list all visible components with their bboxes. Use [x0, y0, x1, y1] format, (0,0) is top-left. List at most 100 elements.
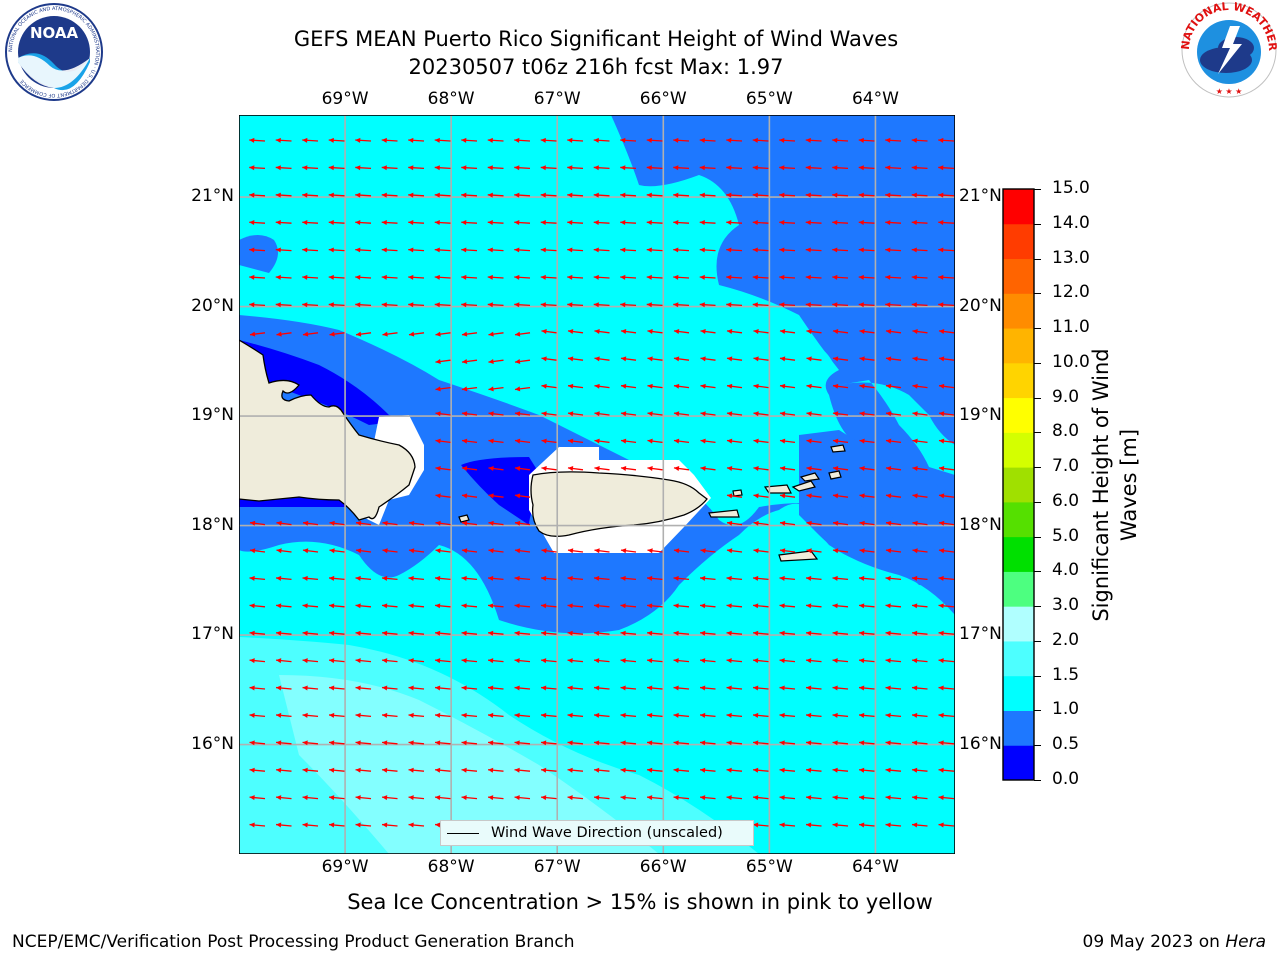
wave-direction-arrowhead [700, 438, 706, 444]
wave-direction-arrowhead [302, 685, 308, 691]
wave-direction-arrowhead [911, 274, 917, 280]
wave-direction-arrowhead [752, 247, 758, 253]
wave-direction-arrowhead [541, 630, 547, 636]
wave-direction-arrowhead [382, 712, 388, 718]
wave-direction-arrowhead [699, 165, 705, 171]
wave-direction-arrowhead [858, 137, 864, 143]
wave-direction-arrowhead [832, 438, 839, 444]
colorbar-tick-label: 3.0 [1052, 595, 1080, 616]
wave-direction-arrowhead [434, 165, 440, 171]
wave-direction-arrowhead [620, 548, 627, 554]
wave-direction-arrowhead [408, 795, 414, 801]
wave-direction-arrowhead [885, 740, 891, 746]
wave-direction-arrowhead [753, 411, 759, 417]
wave-direction-arrowhead [885, 685, 891, 691]
wave-direction-arrowhead [806, 356, 812, 362]
wave-direction-arrowhead [647, 685, 653, 691]
wave-direction-arrowhead [832, 658, 838, 664]
wave-direction-arrowhead [859, 548, 865, 554]
wave-direction-arrowhead [355, 767, 361, 773]
nws-logo: NATIONAL WEATHER SERVICE ★ ★ ★ [1178, 0, 1279, 98]
wave-direction-arrowhead [700, 795, 706, 801]
wave-direction-arrowhead [806, 438, 812, 444]
colorbar-tick-label: 14.0 [1052, 212, 1090, 233]
wave-direction-arrowhead [302, 548, 309, 554]
wave-direction-arrowhead [567, 274, 573, 280]
wave-direction-arrowhead [699, 274, 705, 280]
wave-direction-arrowhead [726, 493, 733, 499]
wave-direction-arrowhead [859, 740, 865, 746]
wave-direction-arrowhead [699, 302, 705, 308]
wave-direction-arrowhead [938, 383, 945, 389]
wave-direction-arrowhead [832, 603, 838, 609]
wave-direction-arrowhead [911, 137, 917, 143]
plot-title: GEFS MEAN Puerto Rico Significant Height… [293, 27, 899, 51]
wave-direction-arrowhead [593, 192, 599, 198]
wave-direction-arrowhead [435, 740, 441, 746]
wave-direction-arrowhead [912, 795, 918, 801]
wave-direction-arrowhead [752, 192, 758, 198]
wave-direction-arrowhead [752, 274, 758, 280]
wave-direction-arrowhead [806, 795, 812, 801]
wave-direction-arrowhead [832, 712, 838, 718]
wave-direction-arrowhead [646, 274, 652, 280]
wave-direction-arrowhead [832, 767, 838, 773]
wave-direction-arrowhead [753, 712, 759, 718]
colorbar-tick-mark [1034, 780, 1041, 781]
wave-direction-arrowhead [673, 740, 679, 746]
wave-direction-arrowhead [514, 165, 520, 171]
wave-direction-arrowhead [832, 192, 838, 198]
wave-direction-arrowhead [832, 302, 838, 308]
wave-direction-arrowhead [726, 603, 732, 609]
wave-direction-arrowhead [355, 331, 362, 337]
wave-direction-arrowhead [912, 520, 918, 526]
wave-direction-arrowhead [912, 383, 918, 389]
wave-direction-arrowhead [885, 603, 891, 609]
wave-direction-arrowhead [249, 137, 255, 143]
legend-line-sample [447, 833, 479, 834]
wave-direction-arrowhead [779, 493, 786, 499]
wave-direction-arrowhead [514, 192, 520, 198]
wave-direction-arrowhead [673, 767, 679, 773]
lon-label-top: 66°W [639, 89, 687, 109]
wave-direction-arrowhead [541, 795, 547, 801]
wave-direction-arrowhead [885, 302, 891, 308]
wave-direction-arrowhead [885, 247, 891, 253]
wave-direction-arrowhead [567, 658, 573, 664]
wave-direction-arrowhead [673, 438, 680, 444]
wave-direction-arrowhead [779, 302, 785, 308]
wave-direction-arrowhead [859, 767, 865, 773]
wave-direction-arrowhead [726, 740, 732, 746]
wave-direction-arrowhead [832, 822, 838, 828]
wave-direction-arrowhead [276, 575, 282, 581]
wave-direction-arrowhead [647, 383, 653, 389]
wave-direction-arrowhead [806, 493, 812, 499]
lon-label-bottom: 68°W [427, 857, 475, 877]
colorbar-cell [1003, 710, 1034, 746]
wave-direction-arrowhead [726, 712, 732, 718]
wave-direction-arrowhead [408, 220, 414, 226]
wave-direction-arrowhead [302, 331, 309, 337]
wave-direction-arrowhead [699, 137, 705, 143]
wave-direction-arrowhead [673, 165, 679, 171]
wave-direction-arrowhead [912, 630, 918, 636]
wave-direction-arrowhead [779, 603, 785, 609]
lat-label-right: 16°N [959, 733, 1002, 754]
wave-direction-arrowhead [752, 165, 758, 171]
wave-direction-arrowhead [594, 795, 600, 801]
wind-wave-arrows [249, 137, 955, 828]
wave-direction-arrowhead [514, 137, 520, 143]
wave-direction-arrowhead [434, 220, 440, 226]
noaa-logo-text: NOAA [30, 24, 79, 42]
wave-direction-arrowhead [488, 520, 494, 526]
footer-date-text: 09 May 2023 on [1082, 932, 1226, 952]
colorbar-cell [1003, 328, 1034, 364]
footer-date: 09 May 2023 on Hera [1083, 932, 1267, 952]
wave-direction-arrowhead [700, 383, 706, 389]
wave-direction-arrowhead [461, 520, 468, 526]
colorbar-label-line1: Significant Height of Wind [1089, 348, 1113, 622]
wave-direction-arrowhead [832, 274, 838, 280]
wave-direction-arrowhead [328, 192, 334, 198]
wave-direction-arrowhead [488, 359, 494, 364]
wave-direction-arrowhead [488, 767, 494, 773]
